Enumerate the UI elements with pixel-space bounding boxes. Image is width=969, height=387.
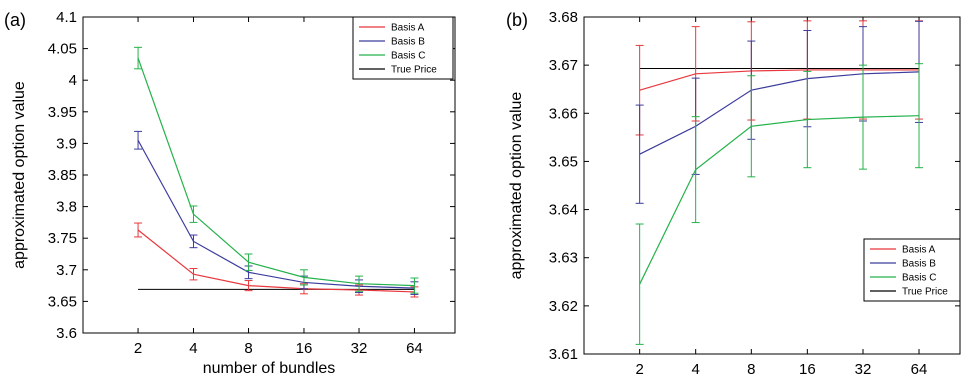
x-tick-label: 64 xyxy=(406,340,423,357)
y-tick-label: 3.63 xyxy=(549,250,578,267)
series-line-1 xyxy=(639,69,920,91)
y-tick-label: 3.68 xyxy=(549,9,578,26)
y-tick-label: 3.95 xyxy=(48,104,77,121)
y-tick-label: 3.67 xyxy=(549,57,578,74)
legend-entry-label: Basis A xyxy=(902,245,936,256)
legend-entry-true-price-label: True Price xyxy=(391,65,437,76)
x-tick-label: 64 xyxy=(911,361,928,378)
series-line-2 xyxy=(137,139,415,289)
x-tick-label: 2 xyxy=(635,361,643,378)
x-tick-label: 16 xyxy=(296,340,313,357)
y-tick-label: 3.9 xyxy=(56,135,77,152)
y-tick-label: 3.64 xyxy=(549,202,578,219)
x-tick-label: 2 xyxy=(134,340,142,357)
legend-entry-label: Basis A xyxy=(391,23,425,34)
y-tick-label: 3.66 xyxy=(549,105,578,122)
series-line-1 xyxy=(137,229,415,293)
x-tick-label: 8 xyxy=(747,361,755,378)
x-tick-label: 16 xyxy=(799,361,816,378)
panel-label: (a) xyxy=(4,10,26,30)
y-tick-label: 3.8 xyxy=(56,199,77,216)
y-tick-label: 3.6 xyxy=(56,325,77,342)
legend-entry-label: Basis B xyxy=(902,259,936,270)
y-tick-label: 3.65 xyxy=(48,293,77,310)
y-tick-label: 3.7 xyxy=(56,262,77,279)
x-tick-label: 32 xyxy=(855,361,872,378)
y-axis-label: approximated option value xyxy=(508,92,525,280)
x-tick-label: 8 xyxy=(244,340,252,357)
y-tick-label: 3.85 xyxy=(48,167,77,184)
x-tick-label: 32 xyxy=(351,340,368,357)
series-line-2 xyxy=(639,71,920,155)
panel-label: (b) xyxy=(506,10,528,30)
x-tick-label: 4 xyxy=(189,340,197,357)
x-axis-label: number of bundles xyxy=(203,360,336,377)
y-tick-label: 4.1 xyxy=(56,9,77,26)
legend-entry-label: Basis B xyxy=(391,37,425,48)
series-line-3 xyxy=(137,57,415,287)
legend-entry-true-price-label: True Price xyxy=(902,287,948,298)
series-line-3 xyxy=(639,115,920,285)
y-tick-label: 3.65 xyxy=(549,153,578,170)
y-tick-label: 3.75 xyxy=(48,230,77,247)
y-axis-label: approximated option value xyxy=(11,81,28,269)
x-tick-label: 4 xyxy=(692,361,700,378)
plot-frame xyxy=(583,16,961,355)
legend-entry-label: Basis C xyxy=(902,273,936,284)
legend-entry-label: Basis C xyxy=(391,51,425,62)
y-tick-label: 3.62 xyxy=(549,298,578,315)
y-tick-label: 3.61 xyxy=(549,346,578,363)
y-tick-label: 4 xyxy=(69,72,77,89)
y-tick-label: 4.05 xyxy=(48,41,77,58)
